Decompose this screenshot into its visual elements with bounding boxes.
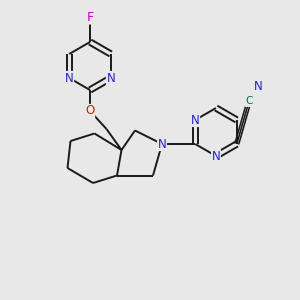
Text: O: O: [85, 104, 94, 118]
Text: N: N: [212, 149, 220, 163]
Text: N: N: [65, 71, 74, 85]
Text: N: N: [254, 80, 263, 94]
Text: N: N: [106, 71, 115, 85]
Text: F: F: [86, 11, 94, 24]
Text: N: N: [191, 113, 200, 127]
Text: N: N: [158, 137, 166, 151]
Text: C: C: [245, 96, 253, 106]
